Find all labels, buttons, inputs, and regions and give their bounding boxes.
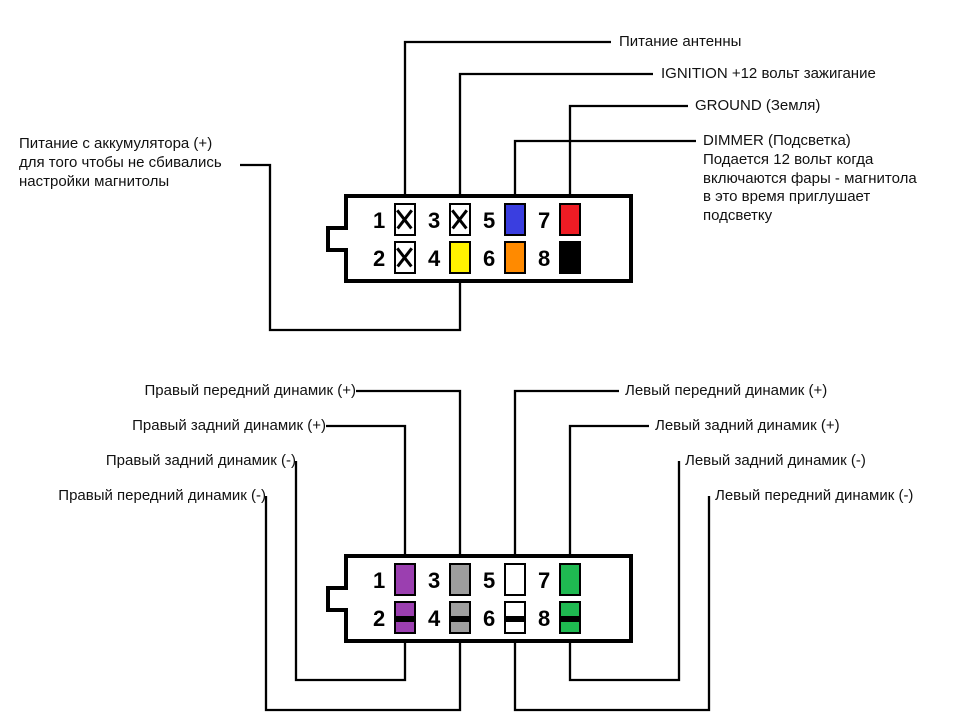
connector-b-pin-3 [449, 563, 471, 596]
connector-b-pin-num-8: 8 [538, 606, 550, 632]
connector-a-pin-num-4: 4 [428, 246, 440, 272]
connector-b-pin-8 [559, 601, 581, 634]
connector-a-pin-num-6: 6 [483, 246, 495, 272]
label-left-front-minus: Левый передний динамик (-) [715, 487, 913, 506]
connector-a-pin-5 [504, 203, 526, 236]
connector-a-pin-8 [559, 241, 581, 274]
connector-a-pin-num-1: 1 [373, 208, 385, 234]
connector-a-pin-3 [449, 203, 471, 236]
connector-a-pin-num-3: 3 [428, 208, 440, 234]
connector-a-pin-1 [394, 203, 416, 236]
label-left-rear-minus: Левый задний динамик (-) [685, 452, 866, 471]
connector-a-pin-6 [504, 241, 526, 274]
label-left-front-plus: Левый передний динамик (+) [625, 382, 827, 401]
label-dimmer: DIMMER (Подсветка) Подается 12 вольт ког… [703, 132, 953, 226]
label-battery: Питание с аккумулятора (+) для того чтоб… [19, 135, 222, 191]
connector-b-pin-1 [394, 563, 416, 596]
connector-b-pin-num-2: 2 [373, 606, 385, 632]
connector-a-pin-4 [449, 241, 471, 274]
label-antenna: Питание антенны [619, 33, 741, 52]
connector-a-notch [326, 226, 348, 252]
connector-b-pin-7 [559, 563, 581, 596]
label-right-front-plus: Правый передний динамик (+) [145, 382, 356, 401]
label-right-rear-minus: Правый задний динамик (-) [106, 452, 296, 471]
connector-a-pin-num-5: 5 [483, 208, 495, 234]
connector-b-pin-num-6: 6 [483, 606, 495, 632]
label-left-rear-plus: Левый задний динамик (+) [655, 417, 840, 436]
label-ground: GROUND (Земля) [695, 97, 820, 116]
connector-b-notch [326, 586, 348, 612]
connector-b-pin-5 [504, 563, 526, 596]
connector-b-pin-num-7: 7 [538, 568, 550, 594]
connector-b-pin-num-3: 3 [428, 568, 440, 594]
label-ignition: IGNITION +12 вольт зажигание [661, 65, 876, 84]
connector-a-pin-num-7: 7 [538, 208, 550, 234]
connector-a-pin-num-8: 8 [538, 246, 550, 272]
label-right-rear-plus: Правый задний динамик (+) [132, 417, 326, 436]
connector-a-pin-num-2: 2 [373, 246, 385, 272]
label-right-front-minus: Правый передний динамик (-) [58, 487, 266, 506]
connector-b-pin-num-4: 4 [428, 606, 440, 632]
wiring-diagram: 1 3 5 7 2 4 6 8 1 3 5 7 2 4 6 8 Питание с аккумулятора… [0, 0, 960, 720]
connector-b-pin-4 [449, 601, 471, 634]
connector-b-pin-2 [394, 601, 416, 634]
connector-b-pin-num-1: 1 [373, 568, 385, 594]
connector-a-pin-2 [394, 241, 416, 274]
connector-b-pin-num-5: 5 [483, 568, 495, 594]
connector-b-pin-6 [504, 601, 526, 634]
connector-a-pin-7 [559, 203, 581, 236]
